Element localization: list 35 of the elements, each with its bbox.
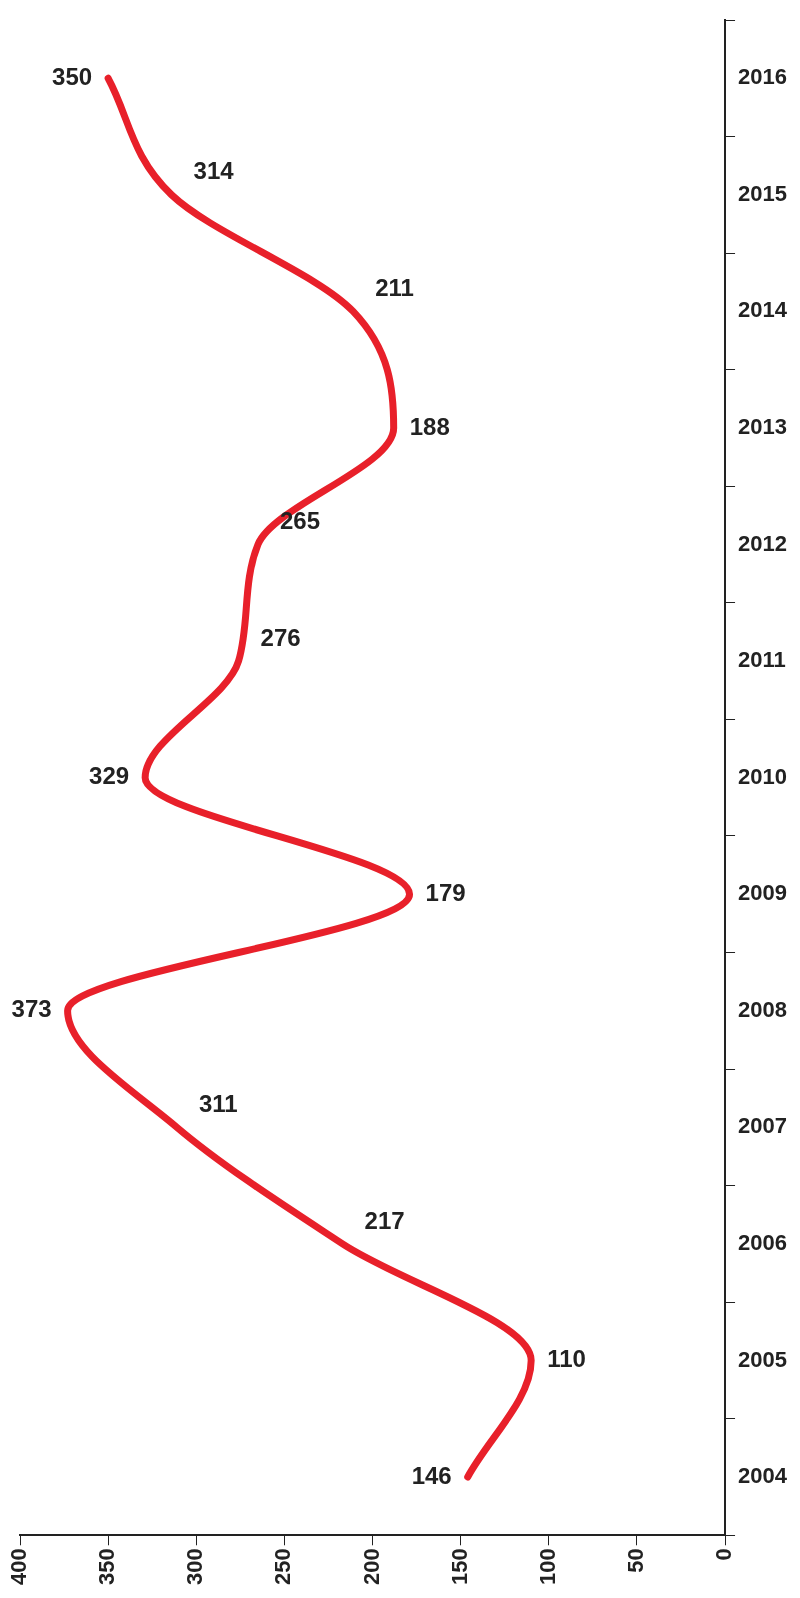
data-label: 217: [364, 1206, 405, 1234]
y-tick-label: 2010: [738, 763, 788, 789]
y-tick-label: 2006: [738, 1229, 788, 1255]
y-tick-label: 2004: [738, 1463, 788, 1489]
data-label: 188: [409, 412, 450, 440]
x-tick-label: 100: [534, 1548, 560, 1586]
data-label: 265: [279, 507, 320, 535]
y-tick-label: 2011: [738, 647, 786, 673]
data-label: 329: [89, 762, 130, 790]
x-tick-label: 400: [6, 1548, 32, 1586]
data-label: 373: [11, 995, 52, 1023]
x-tick-label: 350: [94, 1548, 120, 1586]
y-tick-label: 2007: [738, 1113, 788, 1139]
y-tick-label: 2008: [738, 996, 788, 1022]
x-tick-label: 250: [270, 1548, 296, 1586]
data-label: 211: [375, 274, 414, 302]
data-label: 314: [193, 157, 235, 185]
data-label: 311: [198, 1089, 238, 1117]
data-label: 110: [547, 1345, 586, 1373]
y-tick-label: 2016: [738, 64, 788, 90]
x-tick-label: 50: [622, 1548, 648, 1573]
data-label: 276: [260, 623, 301, 651]
x-tick-label: 0: [711, 1548, 737, 1561]
y-tick-label: 2014: [738, 297, 788, 323]
y-tick-label: 2005: [738, 1346, 788, 1372]
x-tick-label: 200: [358, 1548, 384, 1586]
y-tick-label: 2009: [738, 880, 788, 906]
data-label: 179: [425, 878, 466, 906]
y-tick-label: 2013: [738, 414, 788, 440]
x-tick-label: 300: [182, 1548, 208, 1586]
data-label: 146: [411, 1461, 452, 1489]
data-label: 350: [52, 62, 93, 90]
y-tick-label: 2012: [738, 530, 788, 556]
x-tick-label: 150: [446, 1548, 472, 1586]
y-tick-label: 2015: [738, 180, 788, 206]
